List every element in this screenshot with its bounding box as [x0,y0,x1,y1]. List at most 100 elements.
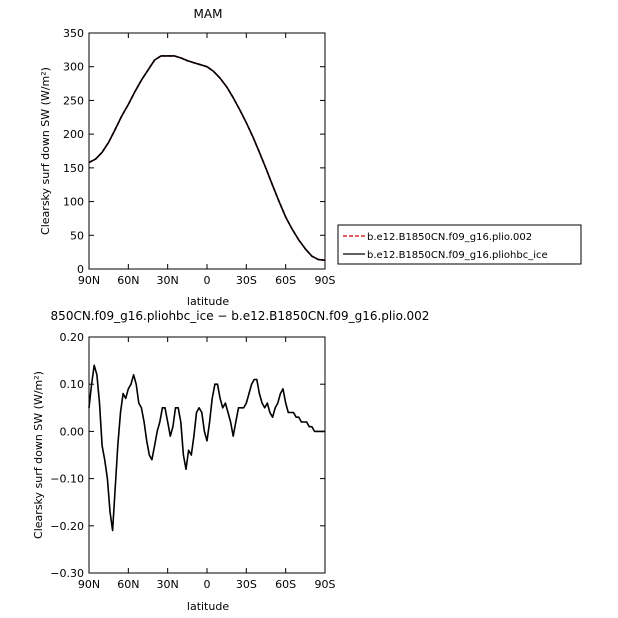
bottom-y-tick-label: −0.10 [50,473,84,486]
bottom-x-tick-label: 90N [78,578,100,591]
top-x-tick-label: 0 [204,274,211,287]
bottom-series-0-point [106,478,108,480]
top-plot-frame [88,32,326,270]
top-chart-title: MAM [194,7,223,21]
legend-box [337,224,582,265]
top-y-tick-label: 250 [63,94,84,107]
bottom-series-0-point [240,407,242,409]
top-panel: MAM 90N 60N 30N 0 30S 60S 90S 0 50 100 150 200 250 30… [39,7,582,308]
bottom-series-0-point [253,378,255,381]
bottom-series-0-point [206,440,208,442]
bottom-series-0-point [177,407,179,409]
bottom-series-0-point [295,416,297,418]
top-series-1-point [114,128,116,130]
bottom-series-0-point [112,529,114,532]
top-series-1-point [186,60,188,62]
bottom-series-0-point [195,411,198,414]
bottom-series-0-point [138,402,140,404]
bottom-series-0-point [101,445,103,447]
bottom-y-tick-label: 0.00 [60,425,85,438]
bottom-series-0-point [169,435,171,437]
top-series-1-point [167,55,169,57]
bottom-series-0-point [266,402,268,404]
top-series-1-point [219,77,221,79]
top-series-1-point [265,167,267,170]
bottom-series-0-point [311,426,313,428]
bottom-series-0-point [300,421,302,423]
bottom-series-0-point [224,402,226,404]
bottom-series-0-point [232,435,234,437]
bottom-series-0-point [198,407,200,409]
bottom-series-0-point [290,411,292,414]
bottom-plot-frame [88,336,326,574]
top-y-tick-label: 350 [63,27,84,40]
top-x-tick-label: 60N [117,274,139,287]
bottom-series-0-point [180,421,182,423]
top-y-tick-label: 200 [63,128,84,141]
bottom-series-0-point [269,411,271,414]
bottom-series-0-point [214,383,216,385]
top-series-1-point [258,151,260,153]
top-series-1-point [199,64,201,66]
top-series-1-point [213,70,215,72]
top-series-1-point [101,151,103,153]
bottom-series-0-point [188,449,190,451]
top-series-line-1 [88,55,326,261]
top-series-1-point [206,66,208,68]
top-y-tick-label: 50 [70,229,84,242]
bottom-series-0-point [324,430,326,432]
bottom-series-0-point [88,407,90,409]
bottom-series-0-point [151,459,153,461]
bottom-series-0-point [154,445,156,447]
bottom-series-0-point [148,454,150,456]
bottom-series-0-point [261,402,263,404]
bottom-chart-title: 850CN.f09_g16.pliohbc_ice − b.e12.B1850C… [51,309,430,323]
bottom-x-axis-label: latitude [187,600,229,613]
top-series-1-point [147,69,149,71]
bottom-series-0-point [216,383,219,385]
top-series-1-point [239,109,241,111]
bottom-series-0-point [93,364,95,366]
bottom-series-line-0 [88,364,325,532]
bottom-series-0-point [222,407,224,409]
bottom-series-0-point [135,383,137,385]
legend-entry-plio: b.e12.B1850CN.f09_g16.plio.002 [367,232,532,243]
top-x-tick-label: 60S [275,274,296,287]
bottom-series-0-point [203,430,205,432]
bottom-series-0-point [114,487,116,489]
top-series-1-point [304,248,306,250]
bottom-series-0-point [167,421,169,423]
bottom-series-0-point [109,511,111,513]
top-series-1-point [140,79,142,81]
bottom-series-0-point [91,383,93,385]
top-y-tick-label: 100 [63,196,84,209]
bottom-series-0-point [98,402,101,404]
bottom-series-0-point [193,435,195,437]
top-x-tick-label: 90N [78,274,100,287]
bottom-series-0-point [156,430,158,432]
bottom-series-0-point [96,374,98,376]
top-series-1-point [127,103,129,106]
bottom-x-tick-label: 60S [275,578,296,591]
bottom-series-0-point [185,468,187,470]
top-series-1-point [285,216,287,218]
bottom-series-0-point [172,426,174,428]
bottom-series-0-point [174,407,177,409]
bottom-plot-area: 90N 60N 30N 0 30S 60S 90S 0.20 0.10 0.00 −0.10 −0.2… [50,331,335,591]
bottom-series-0-point [298,416,300,418]
bottom-series-0-point [287,411,289,414]
bottom-y-axis-label: Clearsky surf down SW (W/m²) [32,371,45,539]
legend: b.e12.B1850CN.f09_g16.plio.002 b.e12.B18… [337,224,582,265]
bottom-series-0-point [258,393,260,395]
bottom-series-0-point [127,388,129,390]
bottom-x-tick-label: 0 [204,578,211,591]
bottom-series-0-point [219,397,221,399]
top-y-tick-label: 0 [77,263,84,276]
top-y-tick-label: 150 [63,162,84,175]
top-series-1-point [252,136,254,138]
bottom-series-0-point [164,407,166,409]
bottom-y-tick-label: −0.20 [50,520,84,533]
top-series-1-point [134,91,136,93]
bottom-series-0-point [122,393,124,395]
bottom-series-0-point [264,407,266,409]
